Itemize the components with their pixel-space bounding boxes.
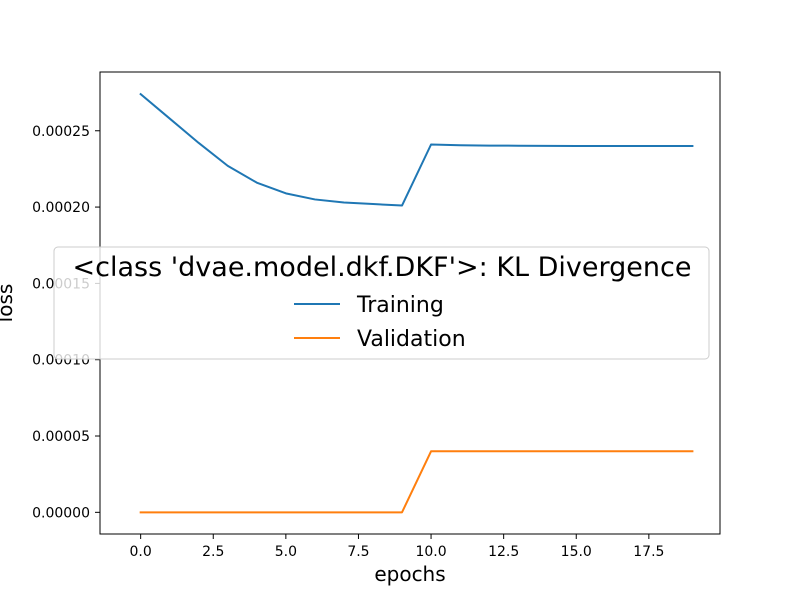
legend: <class 'dvae.model.dkf.DKF'>: KL Diverge… — [53, 246, 710, 360]
series-line-training — [139, 92, 694, 207]
x-tick-label: 10.0 — [415, 544, 446, 560]
legend-label-validation: Validation — [357, 327, 466, 352]
y-tick-label: 0.00000 — [32, 505, 90, 521]
y-axis-label: loss — [0, 284, 17, 323]
x-axis-label: epochs — [374, 562, 445, 586]
x-tick-label: 12.5 — [488, 544, 519, 560]
x-tick-label: 15.0 — [561, 544, 592, 560]
x-tick-label: 5.0 — [275, 544, 297, 560]
series-layer — [139, 92, 694, 514]
x-tick-label: 0.0 — [130, 544, 152, 560]
x-tick-label: 17.5 — [633, 544, 664, 560]
legend-label-training: Training — [356, 293, 444, 318]
x-tick-label: 2.5 — [202, 544, 224, 560]
y-tick-label: 0.00005 — [32, 429, 90, 445]
y-tick-label: 0.00025 — [32, 124, 90, 140]
legend-box — [53, 246, 710, 360]
x-tick-label: 7.5 — [347, 544, 369, 560]
y-tick-label: 0.00020 — [32, 200, 90, 216]
x-axis: 0.0 2.5 5.0 7.5 10.0 12.5 15.0 17.5 — [130, 534, 664, 560]
series-line-validation — [139, 450, 694, 514]
legend-title: <class 'dvae.model.dkf.DKF'>: KL Diverge… — [73, 252, 692, 283]
